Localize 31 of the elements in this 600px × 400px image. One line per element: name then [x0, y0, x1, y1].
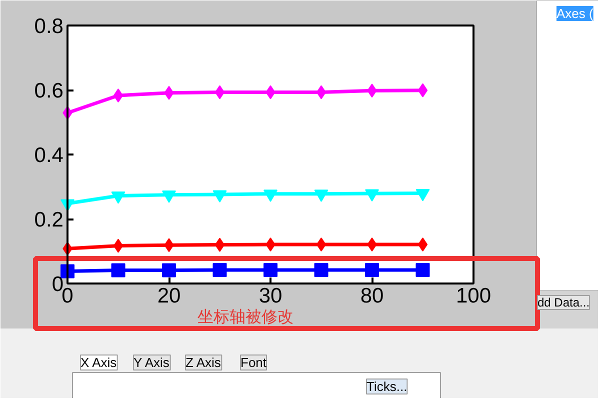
text: X Axis	[80, 355, 118, 370]
text: dd Data...	[538, 296, 590, 310]
point	[212, 262, 227, 277]
x-tick-label: 100	[456, 284, 492, 308]
point	[264, 262, 278, 277]
text: Axes (	[556, 6, 594, 21]
point	[365, 262, 379, 277]
point	[113, 88, 124, 102]
point	[314, 262, 328, 277]
y-tick-label: 0.2	[34, 208, 64, 232]
point	[416, 262, 430, 277]
text: Y Axis	[134, 355, 170, 370]
point	[418, 237, 428, 252]
y-tick-label: 0.8	[34, 15, 64, 38]
y-tick-label: 0.6	[34, 80, 64, 102]
x-tick-label: 20	[157, 284, 181, 308]
point	[418, 83, 428, 98]
x-tick-label: 30	[258, 284, 282, 308]
x-tick-label: 80	[360, 284, 384, 308]
point	[162, 263, 176, 278]
point	[113, 238, 124, 253]
text: 坐标轴被修改	[198, 307, 294, 326]
text: Font	[240, 355, 267, 370]
point	[111, 263, 126, 278]
text: Z Axis	[186, 355, 222, 370]
point	[214, 85, 225, 100]
text: Ticks...	[366, 379, 408, 394]
point	[214, 238, 225, 252]
point	[316, 85, 326, 100]
point	[316, 237, 326, 252]
y-tick-label: 0.4	[34, 144, 64, 167]
